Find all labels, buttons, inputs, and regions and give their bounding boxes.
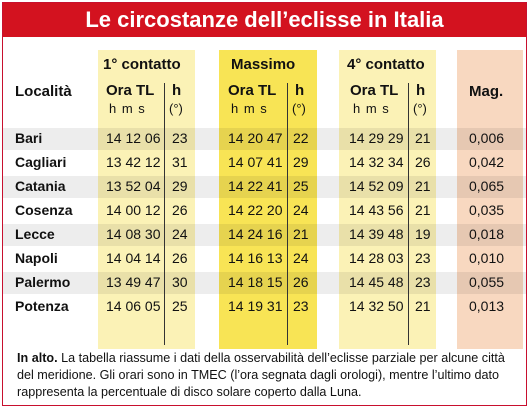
caption-text: La tabella riassume i dati della osserva… <box>17 351 505 399</box>
eclipse-table-figure: Le circostanze dell’eclisse in Italia Lo… <box>2 2 527 406</box>
cell-first-time: 13 42 12 <box>106 154 161 170</box>
cell-fourth-alt: 21 <box>415 178 431 194</box>
cell-max-time: 14 16 13 <box>228 250 283 266</box>
cell-first-time: 13 49 47 <box>106 274 161 290</box>
cell-max-alt: 23 <box>293 298 309 314</box>
cell-first-alt: 26 <box>172 202 188 218</box>
cell-first-time: 14 06 05 <box>106 298 161 314</box>
header-fourth-contact: 4° contatto <box>347 56 425 73</box>
divider-first <box>164 83 165 345</box>
cell-fourth-time: 14 32 50 <box>349 298 404 314</box>
row-shade <box>3 128 526 150</box>
column-band-magnitude <box>457 50 523 349</box>
cell-max-time: 14 18 15 <box>228 274 283 290</box>
column-band-first-contact <box>98 50 195 349</box>
cell-first-alt: 26 <box>172 250 188 266</box>
header-fourth-deg: (°) <box>413 101 427 116</box>
cell-fourth-alt: 21 <box>415 202 431 218</box>
cell-first-alt: 31 <box>172 154 188 170</box>
cell-fourth-alt: 26 <box>415 154 431 170</box>
cell-max-alt: 26 <box>293 274 309 290</box>
column-band-fourth-contact <box>339 50 436 349</box>
row-shade <box>3 272 526 294</box>
cell-localita: Cosenza <box>15 202 73 218</box>
header-max-deg: (°) <box>292 101 306 116</box>
row-shade <box>3 224 526 246</box>
header-fourth-ora: Ora TL <box>350 82 399 99</box>
cell-localita: Potenza <box>15 298 69 314</box>
cell-fourth-alt: 23 <box>415 250 431 266</box>
cell-max-time: 14 22 20 <box>228 202 283 218</box>
divider-maximum <box>287 83 288 345</box>
figure-title: Le circostanze dell’eclisse in Italia <box>3 3 526 37</box>
cell-max-alt: 29 <box>293 154 309 170</box>
header-max-ora: Ora TL <box>228 82 277 99</box>
cell-fourth-time: 14 28 03 <box>349 250 404 266</box>
cell-first-alt: 24 <box>172 226 188 242</box>
cell-localita: Bari <box>15 130 43 146</box>
cell-max-time: 14 07 41 <box>228 154 283 170</box>
divider-fourth <box>408 83 409 345</box>
cell-fourth-time: 14 29 29 <box>349 130 404 146</box>
cell-magnitude: 0,018 <box>469 226 505 242</box>
cell-magnitude: 0,035 <box>469 202 505 218</box>
header-first-hms: h m s <box>109 101 146 116</box>
row-shade <box>3 176 526 198</box>
cell-magnitude: 0,006 <box>469 130 505 146</box>
cell-fourth-alt: 21 <box>415 130 431 146</box>
cell-max-time: 14 22 41 <box>228 178 283 194</box>
cell-first-time: 13 52 04 <box>106 178 161 194</box>
cell-fourth-time: 14 32 34 <box>349 154 404 170</box>
header-localita: Località <box>15 83 72 100</box>
cell-first-alt: 29 <box>172 178 188 194</box>
cell-fourth-time: 14 43 56 <box>349 202 404 218</box>
header-first-h: h <box>172 82 182 99</box>
cell-magnitude: 0,065 <box>469 178 505 194</box>
cell-fourth-alt: 21 <box>415 298 431 314</box>
cell-first-alt: 25 <box>172 298 188 314</box>
header-max-h: h <box>295 82 305 99</box>
header-max-hms: h m s <box>231 101 268 116</box>
header-magnitude: Mag. <box>469 83 504 100</box>
cell-first-time: 14 00 12 <box>106 202 161 218</box>
caption-lead: In alto. <box>17 351 58 365</box>
cell-magnitude: 0,042 <box>469 154 505 170</box>
header-first-deg: (°) <box>169 101 183 116</box>
figure-caption: In alto. La tabella riassume i dati dell… <box>17 350 517 401</box>
cell-first-time: 14 08 30 <box>106 226 161 242</box>
cell-max-alt: 25 <box>293 178 309 194</box>
cell-max-alt: 24 <box>293 250 309 266</box>
cell-localita: Catania <box>15 178 66 194</box>
cell-max-time: 14 24 16 <box>228 226 283 242</box>
cell-magnitude: 0,055 <box>469 274 505 290</box>
header-maximum: Massimo <box>231 56 296 73</box>
cell-first-alt: 23 <box>172 130 188 146</box>
cell-first-time: 14 04 14 <box>106 250 161 266</box>
cell-fourth-time: 14 45 48 <box>349 274 404 290</box>
cell-fourth-time: 14 39 48 <box>349 226 404 242</box>
header-first-contact: 1° contatto <box>103 56 181 73</box>
cell-max-alt: 22 <box>293 130 309 146</box>
cell-localita: Napoli <box>15 250 58 266</box>
cell-localita: Palermo <box>15 274 71 290</box>
cell-fourth-alt: 19 <box>415 226 431 242</box>
header-first-ora: Ora TL <box>106 82 155 99</box>
cell-max-alt: 24 <box>293 202 309 218</box>
cell-magnitude: 0,013 <box>469 298 505 314</box>
cell-first-time: 14 12 06 <box>106 130 161 146</box>
cell-max-time: 14 20 47 <box>228 130 283 146</box>
cell-max-alt: 21 <box>293 226 309 242</box>
cell-localita: Cagliari <box>15 154 67 170</box>
cell-fourth-alt: 23 <box>415 274 431 290</box>
cell-localita: Lecce <box>15 226 55 242</box>
cell-first-alt: 30 <box>172 274 188 290</box>
cell-max-time: 14 19 31 <box>228 298 283 314</box>
cell-magnitude: 0,010 <box>469 250 505 266</box>
header-fourth-h: h <box>416 82 426 99</box>
header-fourth-hms: h m s <box>353 101 390 116</box>
cell-fourth-time: 14 52 09 <box>349 178 404 194</box>
column-band-maximum <box>219 50 317 349</box>
